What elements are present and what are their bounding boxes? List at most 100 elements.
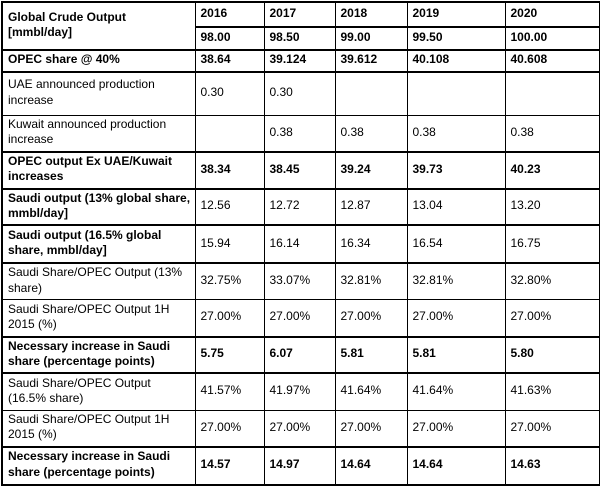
- row-label: OPEC output Ex UAE/Kuwait increases: [1, 151, 196, 190]
- year-header: 2017: [263, 1, 336, 28]
- cell: 27.00%: [334, 299, 408, 338]
- cell: 27.00%: [504, 299, 600, 338]
- row-label: Saudi Share/OPEC Output (13% share): [1, 262, 196, 301]
- cell: 41.57%: [194, 372, 265, 411]
- cell: 27.00%: [406, 299, 506, 338]
- row-label: Saudi Share/OPEC Output 1H 2015 (%): [1, 409, 196, 448]
- year-header: 2016: [194, 1, 265, 28]
- cell: 32.75%: [194, 262, 265, 301]
- cell: 14.97: [263, 445, 336, 486]
- cell: 41.97%: [263, 372, 336, 411]
- row-saudi-share-165: Saudi Share/OPEC Output (16.5% share) 41…: [1, 372, 600, 411]
- corner-line2: [mmbl/day]: [8, 25, 73, 39]
- cell: [194, 114, 265, 153]
- cell: 32.80%: [504, 262, 600, 301]
- row-saudi-output-13: Saudi output (13% global share, mmbl/day…: [1, 187, 600, 227]
- cell: [406, 71, 506, 116]
- cell: 5.81: [334, 335, 408, 375]
- cell: 14.63: [504, 445, 600, 486]
- row-label: Saudi Share/OPEC Output 1H 2015 (%): [1, 299, 196, 338]
- cell: 98.50: [263, 26, 336, 51]
- row-saudi-share-1h2015-b: Saudi Share/OPEC Output 1H 2015 (%) 27.0…: [1, 409, 600, 448]
- row-label: Kuwait announced production increase: [1, 114, 196, 153]
- cell: 38.45: [263, 151, 336, 190]
- cell: 27.00%: [334, 409, 408, 448]
- cell: 0.30: [263, 71, 336, 116]
- cell: 32.81%: [334, 262, 408, 301]
- cell: 14.57: [194, 445, 265, 486]
- cell: 27.00%: [263, 299, 336, 338]
- cell: 33.07%: [263, 262, 336, 301]
- cell: 0.30: [194, 71, 265, 116]
- row-opec-share: OPEC share @ 40% 38.64 39.124 39.612 40.…: [1, 49, 600, 73]
- cell: 27.00%: [406, 409, 506, 448]
- header-row-years: Global Crude Output [mmbl/day] 2016 2017…: [1, 1, 600, 51]
- cell: 12.72: [263, 187, 336, 227]
- cell: 100.00: [504, 26, 600, 51]
- header-row-global-output: 98.00 98.50 99.00 99.50 100.00: [2, 26, 600, 51]
- cell: 38.34: [194, 151, 265, 190]
- row-label: Saudi Share/OPEC Output (16.5% share): [1, 372, 196, 411]
- row-label: OPEC share @ 40%: [1, 49, 196, 73]
- cell: 5.81: [406, 335, 506, 375]
- row-necessary-increase-13: Necessary increase in Saudi share (perce…: [1, 335, 600, 375]
- cell: [504, 71, 600, 116]
- cell: 40.108: [406, 49, 506, 73]
- cell: 0.38: [334, 114, 408, 153]
- cell: 14.64: [406, 445, 506, 486]
- cell: 32.81%: [406, 262, 506, 301]
- cell: 39.73: [406, 151, 506, 190]
- row-uae-increase: UAE announced production increase 0.30 0…: [1, 71, 600, 116]
- row-label: Necessary increase in Saudi share (perce…: [1, 445, 196, 486]
- cell: 99.00: [334, 26, 408, 51]
- cell: 14.64: [334, 445, 408, 486]
- cell: 16.54: [406, 224, 506, 265]
- cell: 16.34: [334, 224, 408, 265]
- cell: 0.38: [263, 114, 336, 153]
- corner-cell: Global Crude Output [mmbl/day]: [1, 1, 196, 51]
- cell: 27.00%: [504, 409, 600, 448]
- year-header: 2018: [334, 1, 408, 28]
- cell: 12.56: [194, 187, 265, 227]
- cell: 13.04: [406, 187, 506, 227]
- cell: 41.64%: [334, 372, 408, 411]
- cell: 5.75: [194, 335, 265, 375]
- cell: 39.24: [334, 151, 408, 190]
- row-label: Saudi output (13% global share, mmbl/day…: [1, 187, 196, 227]
- row-saudi-share-1h2015-a: Saudi Share/OPEC Output 1H 2015 (%) 27.0…: [1, 299, 600, 338]
- cell: 0.38: [504, 114, 600, 153]
- cell: 13.20: [504, 187, 600, 227]
- cell: 99.50: [406, 26, 506, 51]
- row-saudi-share-13: Saudi Share/OPEC Output (13% share) 32.7…: [1, 262, 600, 301]
- cell: 40.608: [504, 49, 600, 73]
- cell: 16.75: [504, 224, 600, 265]
- row-label: Saudi output (16.5% global share, mmbl/d…: [1, 224, 196, 265]
- cell: 0.38: [406, 114, 506, 153]
- row-saudi-output-165: Saudi output (16.5% global share, mmbl/d…: [1, 224, 600, 265]
- year-header: 2019: [406, 1, 506, 28]
- row-label: UAE announced production increase: [1, 71, 196, 116]
- cell: 98.00: [194, 26, 265, 51]
- year-header: 2020: [504, 1, 600, 28]
- cell: 16.14: [263, 224, 336, 265]
- cell: 27.00%: [194, 409, 265, 448]
- row-label: Necessary increase in Saudi share (perce…: [1, 335, 196, 375]
- row-opec-ex-increases: OPEC output Ex UAE/Kuwait increases 38.3…: [1, 151, 600, 190]
- cell: 27.00%: [194, 299, 265, 338]
- cell: 6.07: [263, 335, 336, 375]
- cell: 41.63%: [504, 372, 600, 411]
- cell: [334, 71, 408, 116]
- row-necessary-increase-165: Necessary increase in Saudi share (perce…: [1, 445, 600, 486]
- cell: 15.94: [194, 224, 265, 265]
- cell: 38.64: [194, 49, 265, 73]
- cell: 5.80: [504, 335, 600, 375]
- cell: 40.23: [504, 151, 600, 190]
- cell: 39.124: [263, 49, 336, 73]
- corner-line1: Global Crude Output: [8, 9, 126, 24]
- cell: 12.87: [334, 187, 408, 227]
- cell: 39.612: [334, 49, 408, 73]
- cell: 27.00%: [263, 409, 336, 448]
- row-kuwait-increase: Kuwait announced production increase 0.3…: [1, 114, 600, 153]
